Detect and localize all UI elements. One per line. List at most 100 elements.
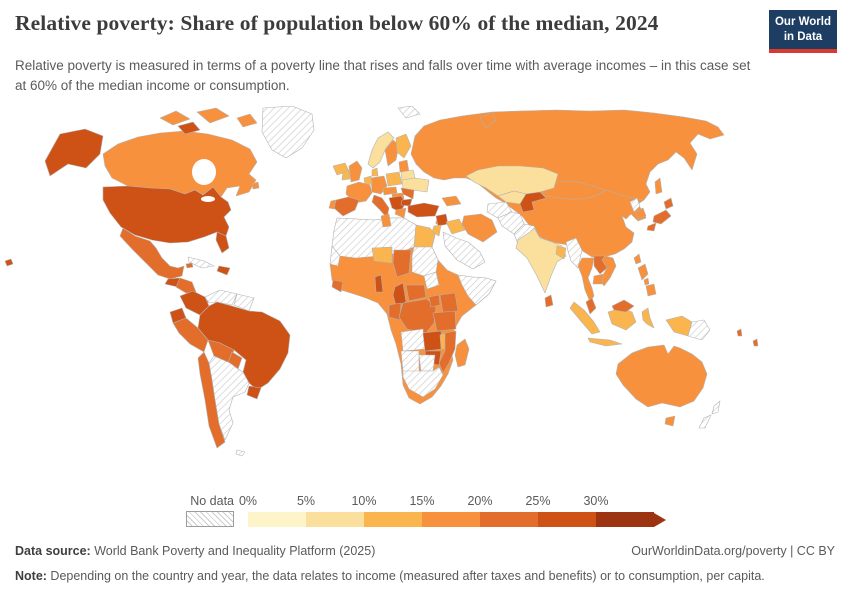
country-greenland[interactable] [261, 106, 315, 159]
country-tunisia[interactable] [380, 213, 392, 228]
country-usa[interactable] [102, 185, 232, 244]
owid-logo[interactable]: Our World in Data [769, 10, 837, 53]
country-france[interactable] [345, 181, 373, 204]
country-zambia[interactable] [422, 330, 443, 352]
country-baltics[interactable] [398, 159, 410, 173]
country-niger[interactable] [371, 246, 393, 264]
country-peru[interactable] [172, 317, 209, 353]
country-canada-arctic-1[interactable] [159, 110, 191, 126]
country-sudan[interactable] [411, 246, 439, 277]
country-papua-indonesia[interactable] [665, 315, 693, 337]
country-cambodia[interactable] [592, 273, 605, 285]
country-hawaii[interactable] [4, 258, 14, 267]
country-usa-florida[interactable] [215, 231, 230, 254]
rights-link[interactable]: OurWorldinData.org/poverty | CC BY [631, 544, 835, 558]
country-kazakhstan[interactable] [465, 165, 559, 197]
country-thailand[interactable] [577, 257, 595, 303]
country-syria[interactable] [435, 213, 449, 227]
legend-bin-0[interactable] [248, 512, 306, 527]
country-ukraine[interactable] [401, 177, 430, 193]
country-gabon-congo[interactable] [388, 302, 402, 321]
country-norway[interactable] [367, 131, 395, 169]
country-new-zealand-south[interactable] [698, 414, 712, 429]
country-newfoundland[interactable] [251, 181, 260, 190]
country-chad[interactable] [392, 249, 412, 278]
country-botswana[interactable] [418, 354, 436, 372]
country-finland[interactable] [395, 133, 412, 159]
country-dr-congo[interactable] [398, 298, 437, 334]
country-united-kingdom[interactable] [348, 160, 363, 183]
country-madagascar[interactable] [454, 338, 470, 368]
country-papua-new-guinea[interactable] [687, 319, 711, 341]
country-svalbard[interactable] [397, 106, 421, 119]
country-bangladesh[interactable] [555, 245, 567, 260]
country-mexico[interactable] [119, 227, 185, 280]
country-namibia[interactable] [400, 350, 420, 374]
country-java[interactable] [587, 337, 623, 347]
country-canada-arctic-2[interactable] [196, 107, 230, 124]
country-taiwan[interactable] [633, 253, 642, 265]
country-bulgaria[interactable] [400, 198, 413, 207]
country-poland[interactable] [385, 171, 403, 187]
country-sulawesi[interactable] [641, 307, 655, 329]
country-philippines-visayas[interactable] [643, 277, 650, 286]
no-data-swatch[interactable] [186, 511, 234, 527]
country-fiji[interactable] [752, 338, 759, 347]
country-sierra-leone-liberia[interactable] [331, 279, 344, 293]
country-south-korea[interactable] [635, 207, 647, 221]
country-israel-jordan[interactable] [431, 224, 442, 237]
legend-bin-1[interactable] [306, 512, 364, 527]
country-uganda[interactable] [428, 294, 441, 308]
country-angola[interactable] [400, 328, 426, 352]
country-sumatra[interactable] [569, 301, 601, 335]
country-iran[interactable] [461, 213, 498, 243]
country-tasmania[interactable] [664, 415, 676, 427]
country-ireland[interactable] [341, 169, 351, 181]
country-kyrgyzstan-tajikistan[interactable] [519, 191, 547, 213]
country-tanzania[interactable] [432, 310, 457, 332]
country-myanmar[interactable] [565, 237, 583, 269]
country-alaska[interactable] [44, 128, 104, 177]
legend-bin-5[interactable] [538, 512, 596, 527]
country-sakhalin[interactable] [654, 177, 663, 195]
country-philippines-luzon[interactable] [637, 263, 649, 281]
country-laos[interactable] [593, 255, 608, 275]
country-czechia-austria[interactable] [382, 186, 398, 196]
country-somalia[interactable] [457, 274, 497, 306]
country-hispaniola[interactable] [216, 265, 231, 276]
country-central-african-republic[interactable] [405, 284, 427, 302]
legend-bin-4[interactable] [480, 512, 538, 527]
country-india[interactable] [515, 227, 567, 294]
country-vanuatu[interactable] [736, 328, 743, 337]
country-japan-kyushu[interactable] [646, 222, 657, 232]
legend-bin-6[interactable] [596, 512, 654, 527]
country-chile[interactable] [197, 351, 226, 449]
country-japan-honshu[interactable] [652, 209, 672, 225]
country-japan-hokkaido[interactable] [663, 197, 674, 210]
country-uruguay[interactable] [246, 385, 262, 400]
country-turkey[interactable] [407, 202, 440, 218]
country-arabian-peninsula[interactable] [442, 231, 486, 270]
country-venezuela[interactable] [204, 289, 238, 306]
country-portugal[interactable] [328, 199, 337, 210]
country-malaysia-borneo[interactable] [611, 299, 635, 313]
country-benelux[interactable] [363, 175, 373, 186]
country-falkland-islands[interactable] [235, 449, 246, 457]
country-denmark[interactable] [371, 167, 379, 177]
legend-bin-3[interactable] [422, 512, 480, 527]
country-russia-china-mongolia[interactable] [410, 109, 725, 258]
country-romania[interactable] [400, 187, 415, 200]
country-novaya-zemlya[interactable] [479, 111, 497, 129]
country-sri-lanka[interactable] [544, 294, 554, 308]
country-canada-arctic-3[interactable] [236, 113, 258, 128]
country-egypt[interactable] [413, 224, 436, 248]
legend-bin-2[interactable] [364, 512, 422, 527]
country-benin-togo[interactable] [374, 274, 384, 293]
country-south-sudan[interactable] [423, 271, 440, 290]
country-north-korea[interactable] [629, 197, 641, 213]
country-new-zealand-north[interactable] [711, 400, 721, 415]
country-kenya[interactable] [439, 292, 459, 314]
country-western-sahara[interactable] [329, 245, 341, 267]
country-jamaica[interactable] [185, 262, 194, 269]
country-south-africa[interactable] [402, 366, 444, 398]
